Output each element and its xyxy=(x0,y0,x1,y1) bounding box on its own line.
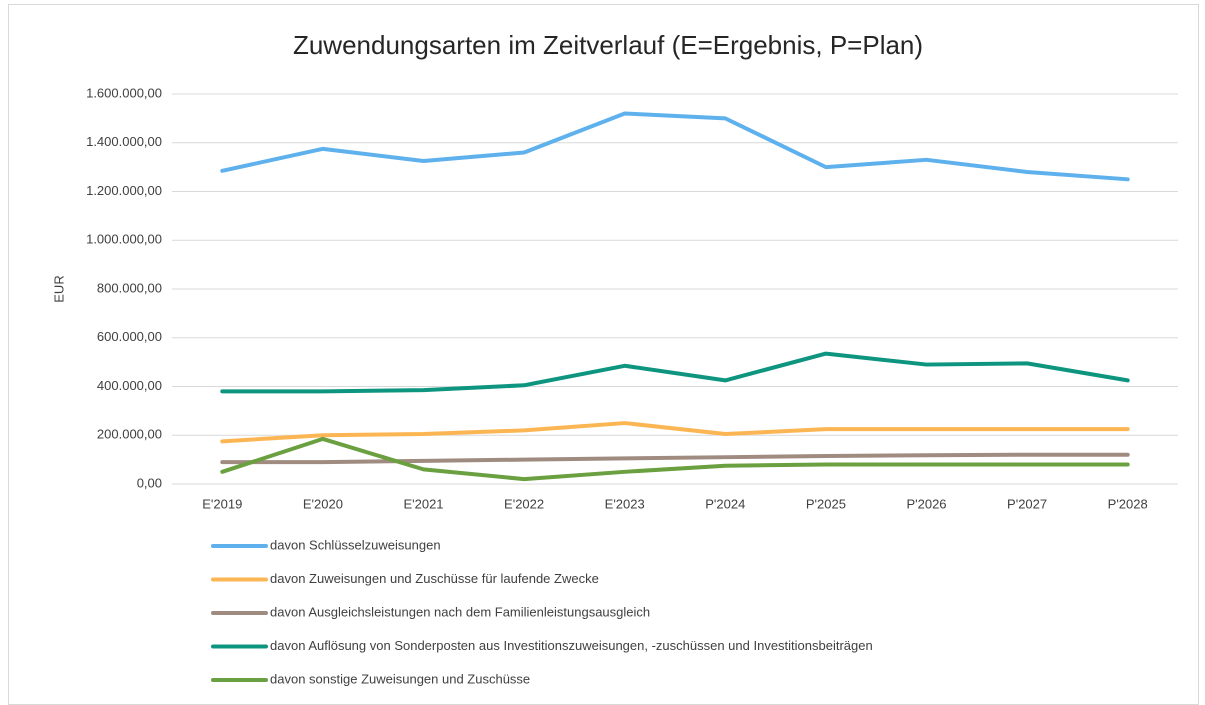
y-tick-label: 0,00 xyxy=(137,475,162,490)
y-tick-label: 800.000,00 xyxy=(97,280,162,295)
legend-label: davon Auflösung von Sonderposten aus Inv… xyxy=(270,638,873,653)
legend-label: davon Zuweisungen und Zuschüsse für lauf… xyxy=(270,571,599,586)
series-line xyxy=(220,421,1130,444)
x-tick-label: P'2026 xyxy=(906,496,946,511)
legend-label: davon Schlüsselzuweisungen xyxy=(270,537,441,552)
y-tick-label: 600.000,00 xyxy=(97,329,162,344)
y-tick-label: 1.200.000,00 xyxy=(86,183,162,198)
chart-frame xyxy=(8,4,1199,705)
x-tick-label: E'2022 xyxy=(504,496,544,511)
y-axis-title: EUR xyxy=(51,275,66,302)
x-tick-label: E'2020 xyxy=(303,496,343,511)
series-line xyxy=(220,111,1130,182)
series-line xyxy=(220,452,1130,465)
legend-label: davon sonstige Zuweisungen und Zuschüsse xyxy=(270,671,530,686)
legend-label: davon Ausgleichsleistungen nach dem Fami… xyxy=(270,604,650,619)
x-tick-label: P'2028 xyxy=(1108,496,1148,511)
x-tick-label: E'2023 xyxy=(605,496,645,511)
x-tick-label: E'2019 xyxy=(202,496,242,511)
y-tick-label: 1.600.000,00 xyxy=(86,85,162,100)
chart-title: Zuwendungsarten im Zeitverlauf (E=Ergebn… xyxy=(293,30,923,60)
x-tick-label: E'2021 xyxy=(403,496,443,511)
x-tick-label: P'2027 xyxy=(1007,496,1047,511)
x-tick-label: P'2024 xyxy=(705,496,745,511)
y-tick-label: 1.400.000,00 xyxy=(86,134,162,149)
series-line xyxy=(220,351,1130,394)
y-tick-label: 1.000.000,00 xyxy=(86,232,162,247)
y-tick-label: 400.000,00 xyxy=(97,378,162,393)
y-tick-label: 200.000,00 xyxy=(97,427,162,442)
series-line xyxy=(220,436,1130,482)
x-tick-label: P'2025 xyxy=(806,496,846,511)
